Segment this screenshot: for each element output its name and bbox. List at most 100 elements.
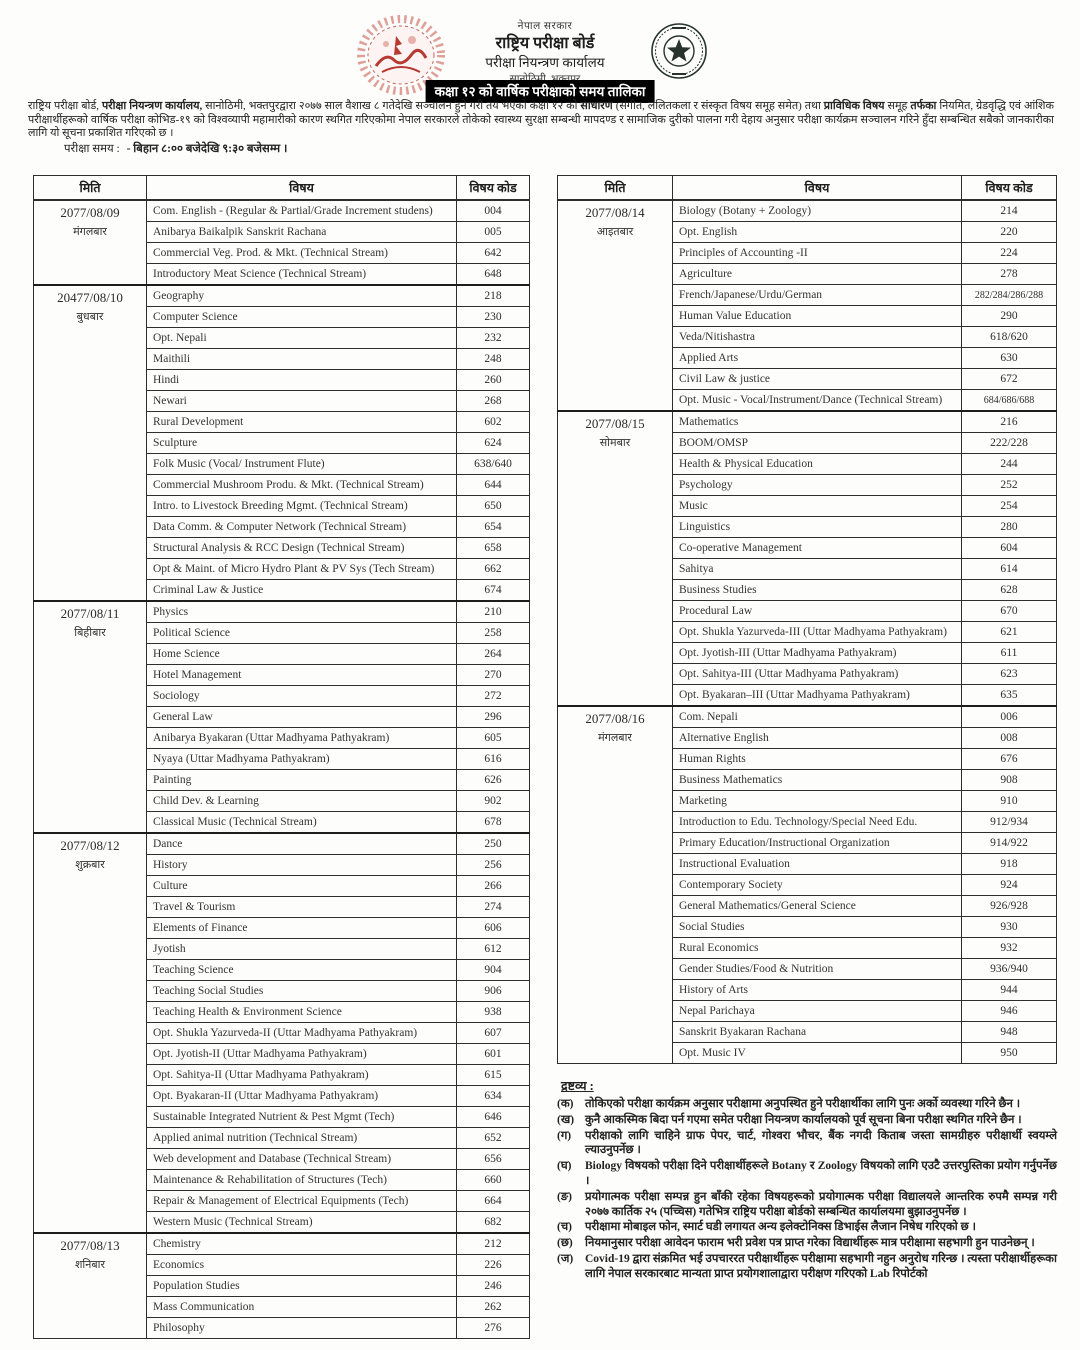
subject-cell: Western Music (Technical Stream) xyxy=(146,1211,457,1234)
code-cell: 226 xyxy=(456,1254,530,1276)
table-row: 2077/08/09 मंगलबार Com. English - (Regular… xyxy=(33,199,530,286)
subject-cell: Newari xyxy=(146,390,457,412)
code-cell: 672 xyxy=(961,368,1057,390)
subject-cell: History xyxy=(146,854,457,876)
subject-cell: Web development and Database (Technical … xyxy=(146,1148,457,1170)
table-row: French/Japanese/Urdu/German 282/284/286/2… xyxy=(558,284,1057,306)
subject-cell: Health & Physical Education xyxy=(672,453,962,475)
code-cell: 604 xyxy=(961,537,1057,559)
date-cell: 20477/08/10 बुधबार xyxy=(33,284,147,602)
code-cell: 258 xyxy=(456,622,530,644)
subject-cell: Opt. Music - Vocal/Instrument/Dance (Tec… xyxy=(672,389,962,412)
right-schedule-table: मिति विषय विषय कोड 2077/08/14 आइतबार Biolo… xyxy=(557,175,1057,1064)
code-cell: 605 xyxy=(456,727,530,749)
table-row: Psychology 252 xyxy=(558,474,1057,496)
date-text: 20477/08/10 xyxy=(57,290,123,305)
table-row: Opt. Byakaran-II (Uttar Madhyama Pathyak… xyxy=(34,1085,530,1107)
code-cell: 004 xyxy=(456,199,530,222)
table-row: 2077/08/15 सोमबार Mathematics 216 xyxy=(557,410,1057,707)
code-cell: 902 xyxy=(456,790,530,812)
subject-cell: Computer Science xyxy=(146,306,457,328)
code-cell: 254 xyxy=(961,495,1057,517)
code-cell: 260 xyxy=(456,369,530,391)
note-label: (ग) xyxy=(557,1129,572,1142)
subject-cell: Home Science xyxy=(146,643,457,665)
code-cell: 282/284/286/288 xyxy=(961,284,1057,306)
subject-cell: Contemporary Society xyxy=(672,874,962,896)
notes-section: द्रष्टव्य : (क) तोकिएको परीक्षा कार्यक्रम… xyxy=(557,1077,1057,1282)
code-cell: 646 xyxy=(456,1106,530,1128)
note-item: (च) परीक्षामा मोबाइल फोन, स्मार्ट घडी लगा… xyxy=(557,1220,1057,1235)
code-cell: 607 xyxy=(456,1022,530,1044)
table-row: Human Value Education 290 xyxy=(558,305,1057,327)
subject-cell: Hotel Management xyxy=(146,664,457,686)
code-cell: 664 xyxy=(456,1190,530,1212)
paragraph-segment: सानोठिमी, भक्तपुरद्वारा २०७७ साल वैशाख ८… xyxy=(202,100,581,112)
subject-cell: Principles of Accounting -II xyxy=(672,242,962,264)
subject-cell: Maintenance & Rehabilitation of Structur… xyxy=(146,1169,457,1191)
code-cell: 656 xyxy=(456,1148,530,1170)
subject-cell: Sustainable Integrated Nutrient & Pest M… xyxy=(146,1106,457,1128)
table-row: Commercial Veg. Prod. & Mkt. (Technical … xyxy=(34,242,530,264)
note-item: (ज) Covid-19 द्वारा संक्रमित भई उपचाररत प… xyxy=(557,1252,1057,1282)
code-cell: 606 xyxy=(456,917,530,939)
code-cell: 006 xyxy=(961,705,1057,728)
subject-cell: Music xyxy=(672,495,962,517)
code-cell: 918 xyxy=(961,853,1057,875)
subject-cell: Painting xyxy=(146,769,457,791)
subject-cell: Nyaya (Uttar Madhyama Pathyakram) xyxy=(146,748,457,770)
code-cell: 218 xyxy=(456,284,530,307)
table-row: Introductory Meat Science (Technical Str… xyxy=(34,263,530,286)
code-cell: 246 xyxy=(456,1275,530,1297)
subject-cell: Primary Education/Instructional Organiza… xyxy=(672,832,962,854)
column-header-subject: विषय xyxy=(672,175,962,201)
subject-cell: Com. Nepali xyxy=(672,705,962,728)
left-schedule-table: मिति विषय विषय कोड 2077/08/09 मंगलबार Com.… xyxy=(33,175,530,1339)
table-row: Business Mathematics 908 xyxy=(558,769,1057,791)
table-row: Opt. Jyotish-II (Uttar Madhyama Pathyakr… xyxy=(34,1043,530,1065)
subject-cell: Jyotish xyxy=(146,938,457,960)
code-cell: 630 xyxy=(961,347,1057,369)
notes-list: (क) तोकिएको परीक्षा कार्यक्रम अनुसार परीक… xyxy=(557,1097,1057,1282)
intro-paragraph: राष्ट्रिय परीक्षा बोर्ड, परीक्षा नियन्त्… xyxy=(28,100,1054,141)
paragraph-segment: राष्ट्रिय परीक्षा बोर्ड, xyxy=(28,100,102,112)
note-item: (घ) Biology विषयको परीक्षा दिने परीक्षार्… xyxy=(557,1159,1057,1189)
table-row: 2077/08/14 आइतबार Biology (Botany + Zoolog… xyxy=(557,199,1057,412)
code-cell: 272 xyxy=(456,685,530,707)
table-row: Anibarya Baikalpik Sanskrit Rachana 005 xyxy=(34,221,530,243)
subject-cell: Economics xyxy=(146,1254,457,1276)
note-item: (क) तोकिएको परीक्षा कार्यक्रम अनुसार परीक… xyxy=(557,1097,1057,1112)
code-cell: 262 xyxy=(456,1296,530,1318)
subject-cell: Human Rights xyxy=(672,748,962,770)
subject-cell: Alternative English xyxy=(672,727,962,749)
code-cell: 224 xyxy=(961,242,1057,264)
code-cell: 638/640 xyxy=(456,453,530,475)
table-row: Alternative English 008 xyxy=(558,727,1057,749)
note-text: नियमानुसार परीक्षा आवेदन फाराम भरी प्रवे… xyxy=(585,1237,1035,1250)
subject-cell: Opt. Byakaran–III (Uttar Madhyama Pathya… xyxy=(672,684,962,707)
table-row: Music 254 xyxy=(558,495,1057,517)
note-label: (ज) xyxy=(557,1252,574,1265)
subject-cell: Sculpture xyxy=(146,432,457,454)
nepal-emblem-icon xyxy=(356,14,446,96)
code-cell: 278 xyxy=(961,263,1057,285)
table-row: Opt. Byakaran–III (Uttar Madhyama Pathya… xyxy=(558,684,1057,707)
code-cell: 248 xyxy=(456,348,530,370)
code-cell: 910 xyxy=(961,790,1057,812)
notes-title: द्रष्टव्य : xyxy=(561,1079,594,1093)
day-text: आइतबार xyxy=(596,226,634,238)
note-item: (ख) कुनै आकस्मिक बिदा पर्न गएमा समेत परीक… xyxy=(557,1113,1057,1128)
table-row: Western Music (Technical Stream) 682 xyxy=(34,1211,530,1234)
date-cell: 2077/08/16 मंगलबार xyxy=(557,705,673,1064)
table-row: Co-operative Management 604 xyxy=(558,537,1057,559)
table-row: Population Studies 246 xyxy=(34,1275,530,1297)
office-name: परीक्षा नियन्त्रण कार्यालय xyxy=(485,55,605,71)
subject-cell: Civil Law & justice xyxy=(672,368,962,390)
column-header-date: मिति xyxy=(33,175,147,201)
subject-cell: Sanskrit Byakaran Rachana xyxy=(672,1021,962,1043)
subject-cell: Hindi xyxy=(146,369,457,391)
code-cell: 611 xyxy=(961,642,1057,664)
date-text: 2077/08/13 xyxy=(60,1238,120,1253)
subject-cell: Instructional Evaluation xyxy=(672,853,962,875)
table-row: 2077/08/16 मंगलबार Com. Nepali 006 xyxy=(557,705,1057,1064)
